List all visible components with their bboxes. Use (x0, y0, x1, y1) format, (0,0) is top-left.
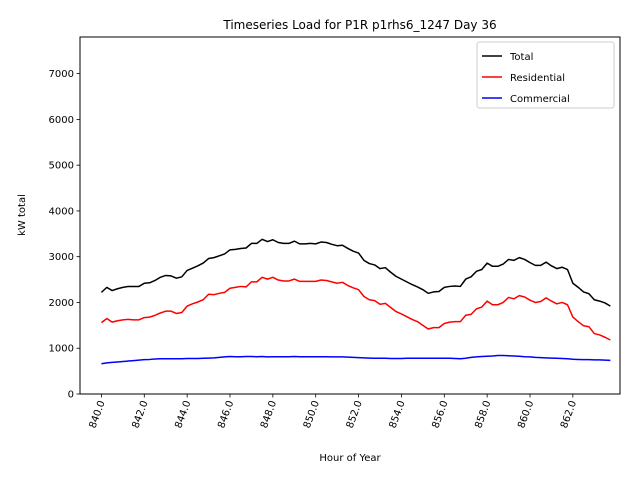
x-tick-label: 842.0 (130, 399, 150, 430)
x-tick-label: 860.0 (516, 399, 536, 430)
chart-title: Timeseries Load for P1R p1rhs6_1247 Day … (222, 18, 496, 32)
y-tick-label: 2000 (49, 298, 74, 309)
y-tick-label: 0 (68, 390, 74, 401)
legend-label: Total (509, 52, 533, 63)
y-tick-label: 7000 (49, 69, 74, 80)
legend: Total Residential Commercial (476, 41, 615, 109)
x-tick-label: 858.0 (473, 399, 493, 430)
y-tick-label: 6000 (49, 115, 74, 126)
y-tick-label: 4000 (49, 206, 74, 217)
x-tick-label: 854.0 (388, 399, 408, 430)
y-tick-label: 3000 (49, 252, 74, 263)
x-tick-label: 852.0 (345, 399, 365, 430)
legend-box (476, 41, 615, 109)
x-axis-ticks: 840.0 842.0 844.0 846.0 848.0 850.0 852.0 854.0… (88, 394, 579, 430)
x-tick-label: 840.0 (88, 399, 108, 430)
series-line-residential (100, 276, 611, 341)
y-axis-ticks: 0 1000 2000 3000 4000 5000 6000 7000 (49, 69, 80, 401)
legend-label: Commercial (510, 94, 570, 105)
y-tick-label: 1000 (49, 344, 74, 355)
series-line-total (100, 238, 611, 307)
y-axis-label: kW total (17, 194, 28, 236)
x-tick-label: 844.0 (173, 399, 193, 430)
x-axis-label: Hour of Year (319, 453, 381, 464)
x-tick-label: 848.0 (259, 399, 279, 430)
series-line-commercial (101, 354, 611, 365)
legend-label: Residential (510, 73, 565, 84)
plot-area (79, 36, 621, 395)
y-tick-label: 5000 (49, 161, 74, 172)
x-tick-label: 862.0 (559, 399, 579, 430)
x-tick-label: 856.0 (430, 399, 450, 430)
x-tick-label: 850.0 (302, 399, 322, 430)
x-tick-label: 846.0 (216, 399, 236, 430)
plot-frame (79, 36, 621, 395)
